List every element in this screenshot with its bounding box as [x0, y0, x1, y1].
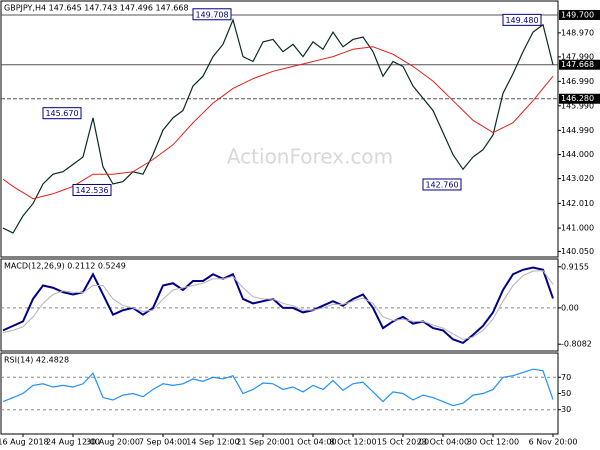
annotation-box [192, 8, 232, 21]
y-tick-label: 146.990 [561, 77, 594, 86]
annotation-box [42, 107, 82, 120]
panel-title: GBPJPY,H4 147.645 147.743 147.496 147.66… [4, 4, 189, 13]
price-label-box [559, 93, 600, 104]
panel-frame [0, 258, 559, 352]
series-line [2, 270, 554, 340]
y-tick-label: 144.990 [561, 126, 594, 135]
x-tick-label: 7 Sep 04:00 [139, 438, 187, 447]
x-tick-label: 14 Sep 12:00 [186, 438, 239, 447]
price-label: 146.280 [561, 94, 594, 103]
annotation-label: 149.708 [195, 10, 228, 19]
series-line [2, 46, 554, 200]
series-line [2, 368, 554, 407]
annotation-label: 145.670 [45, 109, 78, 118]
y-tick-label: 140.050 [561, 247, 594, 256]
y-tick-label: 30 [561, 405, 571, 414]
x-tick-label: 30 Oct 12:00 [467, 438, 519, 447]
watermark: ActionForex.com [227, 145, 393, 169]
panel-title: MACD(12,26,9) 0.2112 0.5249 [4, 262, 126, 271]
y-tick-label: 143.020 [561, 174, 594, 183]
annotation-label: 142.536 [75, 186, 108, 195]
x-tick-label: 8 Oct 12:00 [329, 438, 376, 447]
x-tick-label: 24 Aug 12:00 [46, 438, 100, 447]
x-tick-label: 23 Oct 04:00 [417, 438, 469, 447]
price-label-box [559, 59, 600, 70]
y-tick-label: 141.000 [561, 224, 594, 233]
price-label-box [559, 9, 600, 20]
y-tick-label: 144.000 [561, 150, 594, 159]
panel-title: RSI(14) 42.4828 [4, 356, 69, 365]
x-tick-label: 16 Aug 2018 [0, 438, 49, 447]
y-tick-label: 147.990 [561, 52, 594, 61]
price-label: 149.700 [561, 10, 594, 19]
x-tick-label: 1 Oct 04:00 [289, 438, 336, 447]
panel-frame [0, 0, 559, 258]
y-tick-label: 50 [561, 389, 571, 398]
x-tick-label: 30 Aug 20:00 [86, 438, 140, 447]
annotation-box [72, 183, 112, 196]
annotation-box [502, 13, 542, 26]
x-tick-label: 15 Oct 20:00 [377, 438, 429, 447]
annotation-label: 149.480 [505, 16, 538, 25]
y-tick-label: 148.970 [561, 28, 594, 37]
y-tick-label: -0.8082 [561, 340, 592, 349]
x-tick-label: 21 Sep 20:00 [236, 438, 289, 447]
series-line [2, 266, 554, 345]
price-label: 147.668 [561, 60, 594, 69]
y-tick-label: 70 [561, 373, 571, 382]
annotation-box [422, 178, 462, 191]
series-line [2, 17, 554, 234]
y-tick-label: 142.010 [561, 199, 594, 208]
y-tick-label: 0.00 [561, 303, 579, 312]
x-tick-label: 6 Nov 20:00 [529, 438, 578, 447]
annotation-label: 142.760 [425, 180, 458, 189]
y-tick-label: 0.9155 [561, 262, 589, 271]
y-tick-label: 145.990 [561, 101, 594, 110]
